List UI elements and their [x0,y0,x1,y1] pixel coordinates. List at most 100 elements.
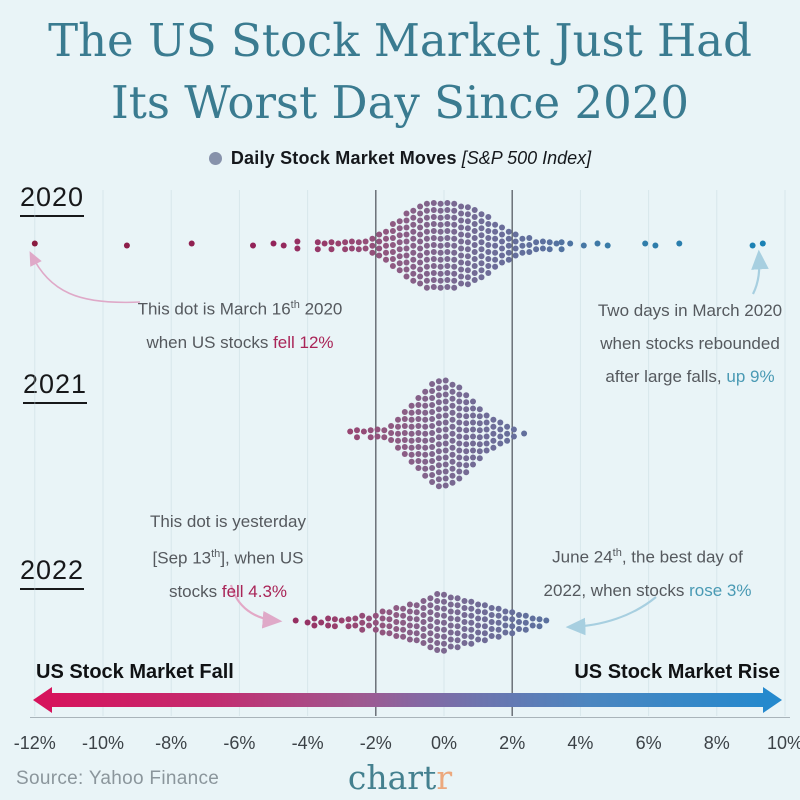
data-dot [481,616,488,623]
axis-tick-8: 8% [703,733,730,753]
data-dot [410,235,417,242]
data-dot [499,238,505,245]
data-dot [430,277,437,283]
data-dot [403,224,410,231]
data-dot [468,626,475,633]
data-dot [456,433,463,440]
data-dot [449,395,456,402]
data-dot [476,406,483,413]
data-dot [396,239,403,246]
data-dot [447,594,454,601]
data-dot [435,427,442,434]
data-dot [311,615,318,622]
data-dot [470,440,476,447]
data-dot [449,409,456,416]
data-dot [422,402,429,409]
data-dot [393,605,400,611]
data-dot [429,465,436,471]
data-dot [359,619,366,626]
data-dot [435,455,442,462]
data-dot [360,428,367,435]
data-dot [435,448,442,455]
data-dot [495,633,502,640]
data-dot [413,616,420,623]
data-dot [512,231,519,238]
data-dot [447,608,454,615]
data-dot [442,377,449,384]
data-dot [485,221,492,227]
data-dot [485,263,492,269]
data-dot [422,388,429,395]
data-dot [471,214,478,220]
data-dot [367,427,374,434]
data-dot [437,200,444,207]
data-dot [454,644,461,651]
data-dot [456,440,463,447]
data-dot [434,619,441,625]
arrow-head-left-icon [33,687,52,713]
data-dot [355,246,362,253]
data-dot [468,598,475,605]
data-dot [499,259,505,266]
data-dot [415,430,422,436]
data-dot [429,381,436,387]
data-dot [444,228,451,234]
data-dot [369,235,376,242]
data-dot [427,644,434,651]
data-dot [396,267,403,274]
data-dot [464,246,471,253]
data-dot [510,433,517,440]
legend: Daily Stock Market Moves [S&P 500 Index] [0,148,800,169]
data-dot [406,636,413,643]
data-dot [406,615,413,622]
data-dot [488,612,495,618]
data-dot [348,238,355,245]
axis-tick--6: -6% [223,733,256,753]
data-dot [464,281,471,288]
data-dot [395,423,401,430]
data-dot [345,623,352,630]
legend-label: Daily Stock Market Moves [230,148,457,168]
data-dot [429,416,436,422]
data-dot [451,263,458,270]
data-dot [519,235,526,242]
data-dot [423,263,430,270]
data-dot [434,626,441,632]
data-dot [495,619,502,626]
data-dot [470,426,476,433]
annotation-sup: th [211,548,221,560]
data-dot [435,434,442,441]
axis-tick--10: -10% [81,733,125,753]
data-dot [335,240,342,247]
data-dot [485,235,492,241]
annotation-text: This dot is March 16 [137,299,291,319]
data-dot [492,256,499,263]
data-dot [434,647,441,653]
data-dot [395,416,401,423]
data-dot [464,211,471,218]
data-dot [408,423,415,430]
data-dot [458,280,465,287]
data-dot [505,235,512,242]
data-dot [454,637,461,644]
data-dot [435,469,442,476]
data-dot [470,433,476,440]
year-label-2020: 2020 [20,182,85,217]
data-dot [476,441,483,448]
data-dot [454,623,461,630]
data-dot [456,384,463,391]
data-dot [410,249,417,256]
data-dot [475,615,482,622]
data-dot [464,232,471,239]
data-dot [441,619,447,626]
annotation-text: This dot is yesterday [150,512,306,531]
data-dot [444,214,451,220]
data-dot [417,273,424,280]
data-dot [442,412,449,419]
data-dot [444,263,451,269]
data-dot [430,263,437,269]
data-dot [509,630,516,637]
data-dot [458,231,465,238]
data-dot [456,412,463,419]
data-dot [435,385,442,392]
